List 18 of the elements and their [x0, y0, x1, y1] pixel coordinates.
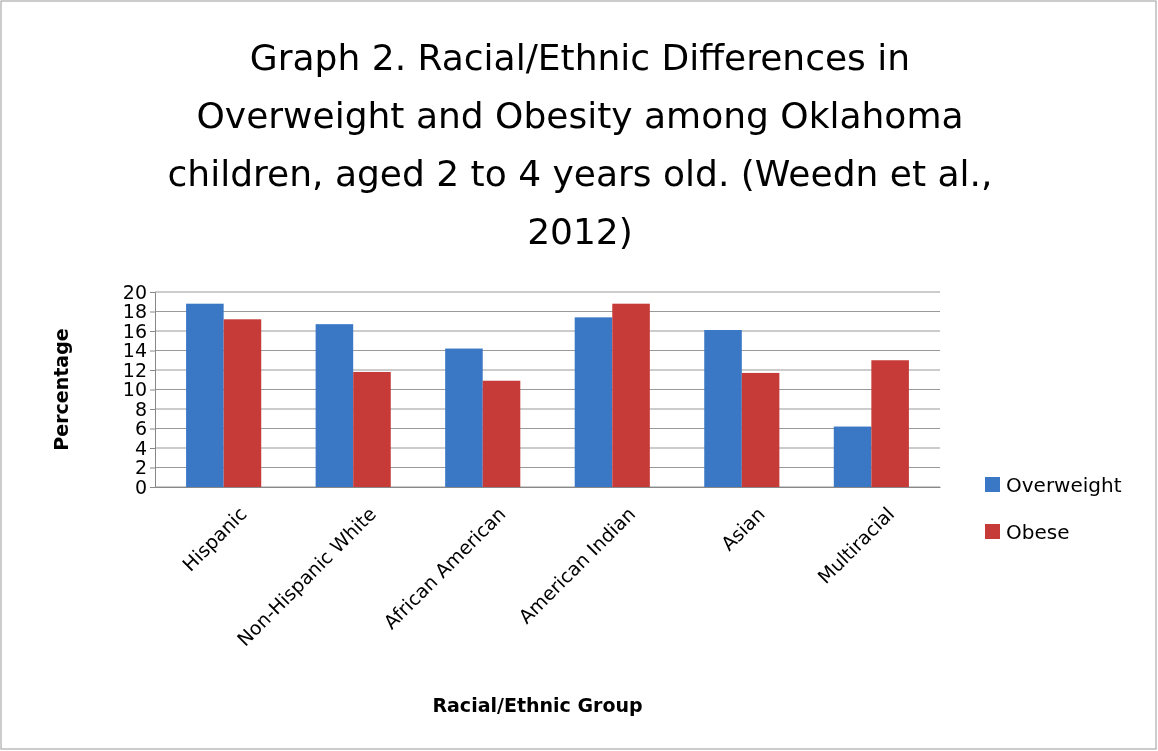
chart-title: Graph 2. Racial/Ethnic Differences in Overweight and Obesity among Oklahoma children, aged 2 to 4 years old. (Weedn et al., 2012) [167, 37, 993, 252]
bar [741, 372, 780, 487]
bar [704, 330, 742, 487]
bar [871, 360, 909, 487]
y-tick-label: 20 [122, 280, 147, 303]
bar [612, 303, 650, 487]
bar [186, 303, 224, 487]
bar [353, 371, 391, 487]
legend-label: Obese [1006, 520, 1070, 544]
y-axis-title: Percentage [50, 328, 72, 451]
bar [482, 380, 521, 487]
bar [574, 317, 613, 487]
legend-label: Overweight [1006, 473, 1122, 497]
bar [223, 319, 262, 487]
bar [833, 426, 872, 487]
x-axis-title: Racial/Ethnic Group [432, 694, 643, 716]
bar [445, 348, 483, 487]
bar [315, 324, 354, 487]
